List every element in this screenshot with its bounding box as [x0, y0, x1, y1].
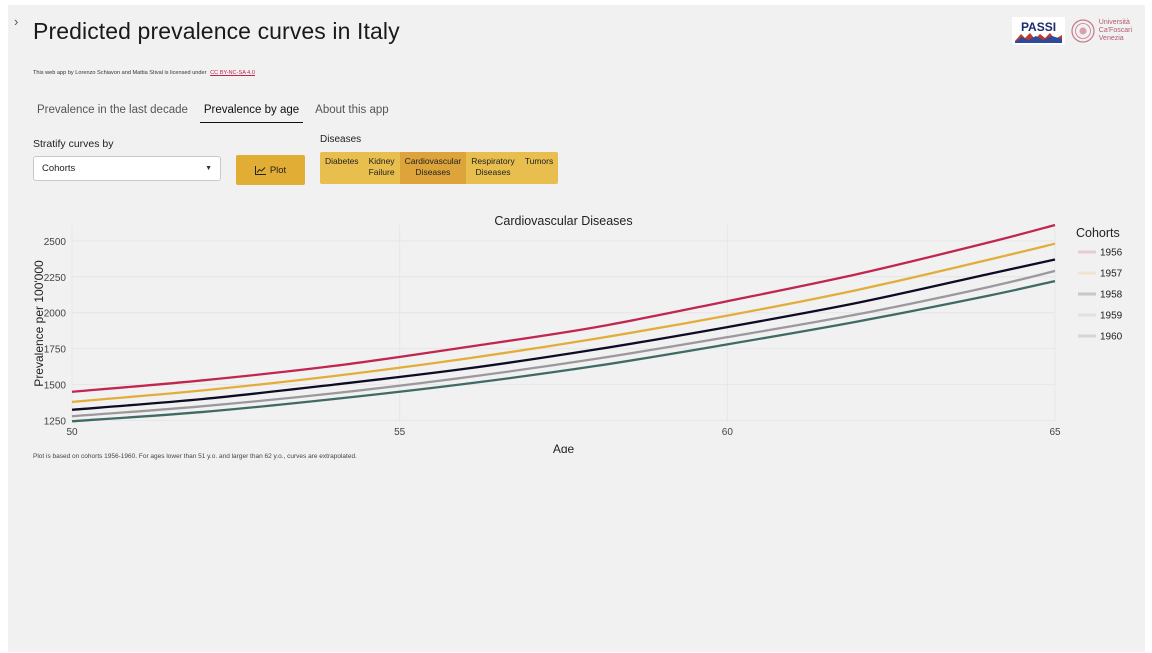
legend-label-1959: 1959: [1100, 311, 1123, 322]
chart-footnote: Plot is based on cohorts 1956-1960. For …: [33, 453, 357, 460]
tab-prevalence-last-decade[interactable]: Prevalence in the last decade: [37, 104, 188, 116]
logos: PASSI Università Ca'Foscari Venezia: [1011, 17, 1132, 45]
prevalence-chart: 1250 1500 1750 2000 2250 2500 50 55 60 65 Cardiova…: [32, 214, 1123, 453]
stratify-select[interactable]: Cohorts ▼: [33, 156, 221, 181]
disease-resp-label-1: Respiratory: [471, 156, 515, 166]
series-line-1956: [71, 223, 1056, 393]
tab-prevalence-by-age[interactable]: Prevalence by age: [199, 101, 304, 123]
plot-button[interactable]: Plot: [236, 155, 305, 185]
unive-line3: Venezia: [1098, 35, 1124, 42]
disease-tumors[interactable]: Tumors: [520, 152, 559, 184]
license-note: This web app by Lorenzo Schiavon and Mat…: [33, 70, 255, 76]
license-link[interactable]: CC BY-NC-SA 4.0: [210, 70, 255, 76]
passi-logo: PASSI: [1011, 17, 1065, 45]
disease-cardio-label-2: Diseases: [415, 167, 451, 177]
series-line-1957: [71, 242, 1056, 404]
series-line-1960: [71, 279, 1056, 423]
y-tick-label: 2000: [44, 309, 67, 320]
unive-wordmark: Università Ca'Foscari Venezia: [1099, 19, 1132, 43]
diseases-label: Diseases: [320, 134, 362, 145]
x-axis-label: Age: [553, 442, 575, 453]
legend-label-1960: 1960: [1100, 332, 1123, 343]
app-frame: › Predicted prevalence curves in Italy T…: [8, 5, 1145, 652]
license-text: This web app by Lorenzo Schiavon and Mat…: [33, 70, 207, 76]
x-tick-label: 50: [66, 427, 78, 438]
disease-toggle-group: Diabetes Kidney Failure Cardiovascular D…: [320, 152, 559, 184]
y-tick-label: 1500: [44, 381, 67, 392]
legend-label-1958: 1958: [1100, 290, 1123, 301]
disease-cardiovascular[interactable]: Cardiovascular Diseases: [399, 152, 467, 184]
x-tick-label: 65: [1049, 427, 1061, 438]
series-line-1958: [71, 258, 1056, 411]
legend-label-1956: 1956: [1100, 248, 1123, 259]
y-tick-label: 1750: [44, 345, 67, 356]
y-tick-label: 2500: [44, 237, 67, 248]
university-seal-icon: [1071, 19, 1095, 43]
y-axis-label: Prevalence per 100'000: [32, 260, 46, 387]
stratify-label: Stratify curves by: [33, 138, 114, 150]
disease-kidney-label-1: Kidney: [368, 156, 395, 166]
y-tick-label: 2250: [44, 273, 67, 284]
plot-button-label: Plot: [269, 164, 287, 176]
tab-bar: Prevalence in the last decade Prevalence…: [33, 101, 401, 123]
legend-label-1957: 1957: [1100, 269, 1123, 280]
stratify-select-value: Cohorts: [42, 163, 76, 174]
disease-diabetes[interactable]: Diabetes: [320, 152, 364, 184]
legend-title: Cohorts: [1076, 226, 1120, 240]
disease-cardio-label-1: Cardiovascular: [404, 156, 462, 166]
chart-title: Cardiovascular Diseases: [494, 214, 632, 228]
chevron-right-icon[interactable]: ›: [14, 14, 19, 29]
page-title: Predicted prevalence curves in Italy: [33, 18, 400, 44]
series-line-1959: [71, 269, 1056, 418]
tab-about[interactable]: About this app: [315, 104, 389, 116]
x-tick-label: 60: [722, 427, 734, 438]
disease-resp-label-2: Diseases: [475, 167, 511, 177]
unive-line1: Università: [1098, 19, 1130, 26]
disease-tumors-label: Tumors: [524, 156, 554, 166]
disease-diabetes-label: Diabetes: [325, 156, 359, 166]
disease-kidney-failure[interactable]: Kidney Failure: [364, 152, 400, 184]
unive-logo: Università Ca'Foscari Venezia: [1071, 19, 1132, 43]
x-tick-label: 55: [394, 427, 406, 438]
passi-logo-text: PASSI: [1021, 20, 1056, 34]
unive-line2: Ca'Foscari: [1098, 27, 1132, 34]
y-tick-label: 1250: [44, 417, 67, 428]
disease-respiratory[interactable]: Respiratory Diseases: [466, 152, 519, 184]
disease-kidney-label-2: Failure: [368, 167, 395, 177]
line-chart-icon: [254, 165, 266, 175]
caret-down-icon: ▼: [205, 165, 212, 172]
